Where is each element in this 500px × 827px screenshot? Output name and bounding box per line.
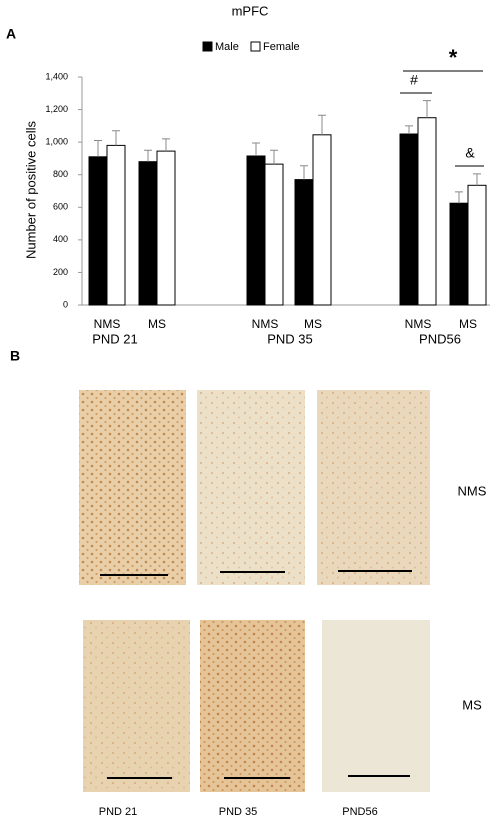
legend-label: Female — [263, 41, 300, 53]
error-bar — [252, 142, 260, 156]
y-tick-label: 1,400 — [45, 71, 68, 81]
group-label: PND 35 — [267, 331, 313, 346]
bar — [106, 144, 126, 306]
y-tick-label: 200 — [53, 267, 68, 277]
error-bar — [94, 140, 102, 157]
x-tick-label: NMS — [94, 317, 121, 331]
bar — [246, 155, 266, 306]
error-bar — [318, 114, 326, 135]
legend-label: Male — [215, 41, 239, 53]
x-tick-label: MS — [148, 317, 166, 331]
bar — [294, 179, 314, 306]
y-axis-label: Number of positive cells — [23, 121, 38, 259]
row-label: MS — [462, 697, 482, 712]
x-tick-label: NMS — [405, 317, 432, 331]
annotation: * — [449, 45, 458, 70]
column-label: PND56 — [342, 806, 377, 818]
y-tick-label: 600 — [53, 202, 68, 212]
y-tick-label: 1,000 — [45, 137, 68, 147]
y-tick-label: 800 — [53, 169, 68, 179]
legend-swatch — [250, 41, 261, 52]
error-bar — [423, 100, 431, 118]
x-tick-label: MS — [459, 317, 477, 331]
y-tick-label: 400 — [53, 234, 68, 244]
bar — [138, 161, 158, 306]
group-label: PND 21 — [92, 331, 138, 346]
x-tick-label: NMS — [252, 317, 279, 331]
error-bar — [270, 149, 278, 165]
error-bar — [162, 138, 170, 152]
bar — [156, 150, 176, 306]
micrograph-texture — [200, 620, 305, 792]
column-label: PND 21 — [99, 806, 138, 818]
error-bar — [473, 173, 481, 186]
annotation: # — [410, 72, 418, 88]
bar — [88, 156, 108, 306]
error-bar — [300, 165, 308, 180]
error-bar — [405, 125, 413, 134]
error-bar — [455, 191, 463, 204]
column-label: PND 35 — [219, 806, 258, 818]
panel-label: B — [10, 348, 20, 364]
micrograph-texture — [197, 390, 305, 585]
micrograph-texture — [79, 390, 186, 585]
legend-swatch — [202, 41, 213, 52]
error-bar — [144, 149, 152, 162]
micrographs — [79, 390, 430, 792]
chart-title: mPFC — [232, 3, 269, 18]
bar — [399, 133, 419, 306]
panel-label: A — [6, 26, 16, 42]
y-tick-label: 1,200 — [45, 104, 68, 114]
bar — [467, 184, 487, 306]
group-label: PND56 — [419, 331, 461, 346]
micrograph-texture — [83, 620, 190, 792]
bar — [312, 134, 332, 306]
error-bar — [112, 130, 120, 146]
bar — [449, 202, 469, 306]
bar — [417, 117, 437, 306]
micrograph-texture — [317, 390, 430, 585]
micrograph — [322, 620, 430, 792]
x-tick-label: MS — [304, 317, 322, 331]
row-label: NMS — [458, 483, 487, 498]
y-tick-label: 0 — [63, 299, 68, 309]
bar — [264, 163, 284, 306]
annotation: & — [465, 145, 475, 161]
